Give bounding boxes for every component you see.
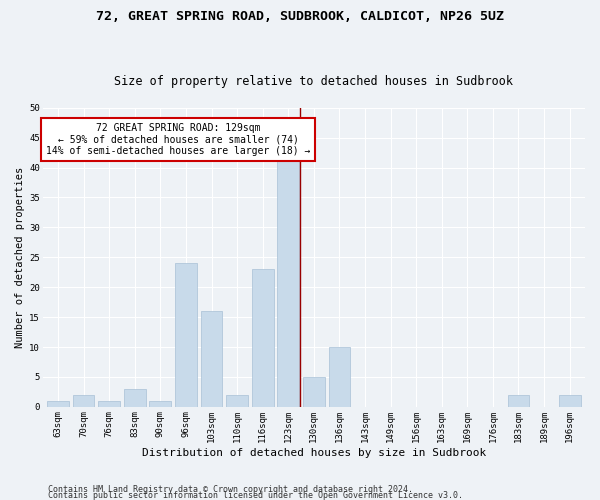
Bar: [98, 401, 120, 407]
Bar: [149, 401, 171, 407]
Text: Contains HM Land Registry data © Crown copyright and database right 2024.: Contains HM Land Registry data © Crown c…: [48, 484, 413, 494]
Bar: [303, 377, 325, 407]
Text: Contains public sector information licensed under the Open Government Licence v3: Contains public sector information licen…: [48, 491, 463, 500]
Y-axis label: Number of detached properties: Number of detached properties: [15, 166, 25, 348]
Bar: [329, 347, 350, 407]
Bar: [124, 389, 146, 407]
Bar: [508, 395, 529, 407]
Bar: [175, 264, 197, 407]
Text: 72 GREAT SPRING ROAD: 129sqm
← 59% of detached houses are smaller (74)
14% of se: 72 GREAT SPRING ROAD: 129sqm ← 59% of de…: [46, 122, 310, 156]
Bar: [73, 395, 94, 407]
Bar: [200, 311, 223, 407]
Bar: [47, 401, 69, 407]
Bar: [559, 395, 581, 407]
Text: 72, GREAT SPRING ROAD, SUDBROOK, CALDICOT, NP26 5UZ: 72, GREAT SPRING ROAD, SUDBROOK, CALDICO…: [96, 10, 504, 23]
X-axis label: Distribution of detached houses by size in Sudbrook: Distribution of detached houses by size …: [142, 448, 486, 458]
Bar: [277, 156, 299, 407]
Bar: [226, 395, 248, 407]
Bar: [252, 270, 274, 407]
Title: Size of property relative to detached houses in Sudbrook: Size of property relative to detached ho…: [115, 76, 514, 88]
